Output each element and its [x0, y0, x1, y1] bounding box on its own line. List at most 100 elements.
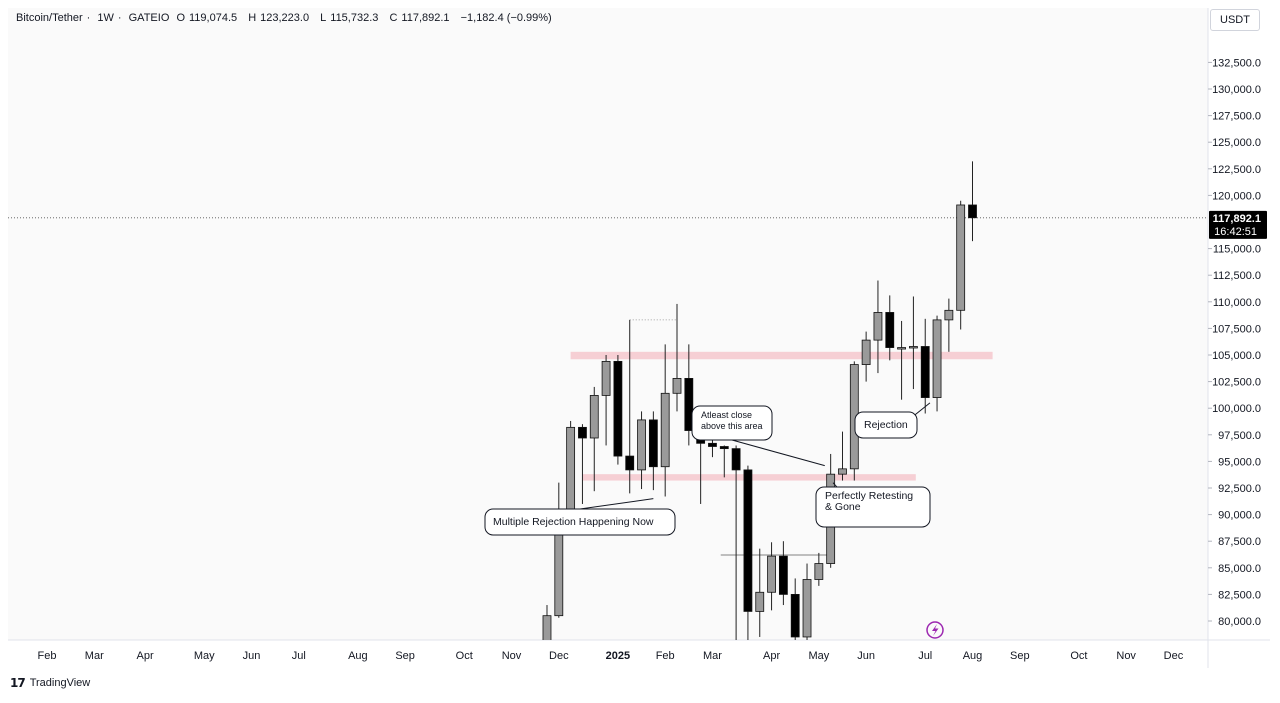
annotation-box	[854, 411, 918, 439]
candle-body	[920, 346, 930, 398]
candle-body	[660, 392, 670, 468]
candle-17	[743, 465, 753, 640]
candle-body	[956, 204, 966, 311]
x-tick-label: Jun	[243, 650, 261, 662]
x-tick-label: Aug	[963, 650, 983, 662]
candle-32	[920, 318, 930, 414]
candle-body	[790, 594, 800, 638]
interval[interactable]: 1W	[97, 12, 114, 24]
price-axis: 80,000.0 82,500.0 85,000.0 87,500.0 90,000.0…	[1208, 57, 1261, 628]
last-price-tag: 117,892.116:42:51	[1209, 210, 1267, 239]
candle-16	[731, 445, 741, 640]
candle-27	[861, 331, 871, 382]
ohlc-close: C 117,892.1	[389, 12, 450, 24]
y-tick-label: 80,000.0	[1218, 616, 1261, 628]
candle-12	[684, 344, 694, 446]
x-tick-label: May	[194, 650, 215, 662]
x-tick-label: Sep	[1010, 650, 1030, 662]
annotation-pointer	[731, 439, 825, 467]
y-tick-label: 127,500.0	[1212, 111, 1261, 123]
candle-body	[968, 204, 977, 219]
tradingview-brand: TradingView	[29, 677, 91, 689]
x-tick-label: May	[808, 650, 829, 662]
tradingview-footer[interactable]: 17 TradingView	[10, 676, 90, 690]
candle-2	[566, 420, 576, 518]
candle-body	[625, 455, 635, 471]
y-tick-label: 85,000.0	[1218, 563, 1261, 575]
y-tick-label: 100,000.0	[1212, 403, 1261, 415]
candle-body	[578, 426, 587, 439]
candle-35	[956, 200, 966, 330]
candle-body	[755, 591, 765, 612]
x-tick-label: Oct	[456, 650, 473, 662]
currency-button[interactable]: USDT	[1210, 9, 1260, 31]
y-tick-label: 120,000.0	[1212, 190, 1261, 202]
candle-body	[909, 346, 918, 349]
price-tag-value: 117,892.1	[1213, 213, 1261, 225]
candle-9	[648, 411, 658, 491]
price-axis-background	[1208, 8, 1270, 668]
lightning-icon[interactable]	[926, 621, 944, 639]
candle-body	[778, 555, 788, 595]
candle-body	[944, 309, 954, 321]
annotation-text: Multiple Rejection Happening Now	[493, 516, 654, 528]
y-tick-label: 132,500.0	[1212, 57, 1261, 69]
candle-4	[589, 386, 599, 492]
ohlc-low: L 115,732.3	[320, 12, 379, 24]
candle-body	[885, 312, 895, 348]
x-tick-label: Feb	[656, 650, 675, 662]
y-tick-label: 122,500.0	[1212, 164, 1261, 176]
x-tick-label: Apr	[137, 650, 154, 662]
candle-body	[566, 426, 576, 518]
x-tick-label: Dec	[549, 650, 569, 662]
x-tick-label: Feb	[38, 650, 57, 662]
candle-29	[885, 295, 895, 361]
zone-0	[570, 351, 993, 360]
candle-body	[589, 395, 599, 439]
candle-body	[648, 419, 658, 468]
annotation-pointer	[579, 498, 654, 510]
candle-body	[802, 579, 812, 638]
x-tick-label: Aug	[348, 650, 368, 662]
y-tick-label: 102,500.0	[1212, 377, 1261, 389]
x-tick-label: Mar	[703, 650, 722, 662]
time-axis: Feb Mar Apr May Jun Jul Aug Sep Oct Nov Dec 2025 Feb…	[38, 650, 1184, 662]
candle-33	[932, 315, 942, 412]
plot-background	[8, 8, 1208, 640]
candle-34	[944, 298, 954, 352]
x-tick-label: 2025	[606, 650, 630, 662]
annotation-text: Perfectly Retesting	[825, 490, 913, 502]
candle-body	[873, 312, 883, 341]
y-tick-label: 82,500.0	[1218, 589, 1261, 601]
price-tag-box	[1209, 210, 1267, 239]
annotation-text: Atleast close	[701, 410, 752, 420]
annotation-box	[691, 405, 773, 441]
annotation-box	[484, 508, 676, 536]
annotation-text: & Gone	[825, 501, 861, 513]
exchange: GATEIO	[128, 12, 170, 24]
x-tick-label: Apr	[763, 650, 780, 662]
candle-body	[838, 468, 847, 475]
candle-6	[613, 355, 623, 465]
x-tick-label: Jul	[918, 650, 932, 662]
candle-10	[660, 344, 670, 497]
candle-body	[672, 378, 682, 394]
candle-body	[613, 360, 623, 457]
price-tag-countdown: 16:42:51	[1214, 226, 1257, 238]
symbol-name[interactable]: Bitcoin/Tether	[16, 12, 83, 24]
y-tick-label: 87,500.0	[1218, 536, 1261, 548]
y-tick-label: 97,500.0	[1218, 430, 1261, 442]
candle-30	[897, 320, 906, 400]
y-tick-label: 110,000.0	[1213, 297, 1261, 309]
x-tick-label: Jun	[857, 650, 875, 662]
x-tick-label: Mar	[85, 650, 104, 662]
ohlc-high: H 123,223.0	[248, 12, 310, 24]
candle-19	[767, 542, 776, 611]
candle-body	[767, 555, 776, 593]
candle-body	[743, 469, 753, 612]
candle-25	[838, 431, 847, 481]
